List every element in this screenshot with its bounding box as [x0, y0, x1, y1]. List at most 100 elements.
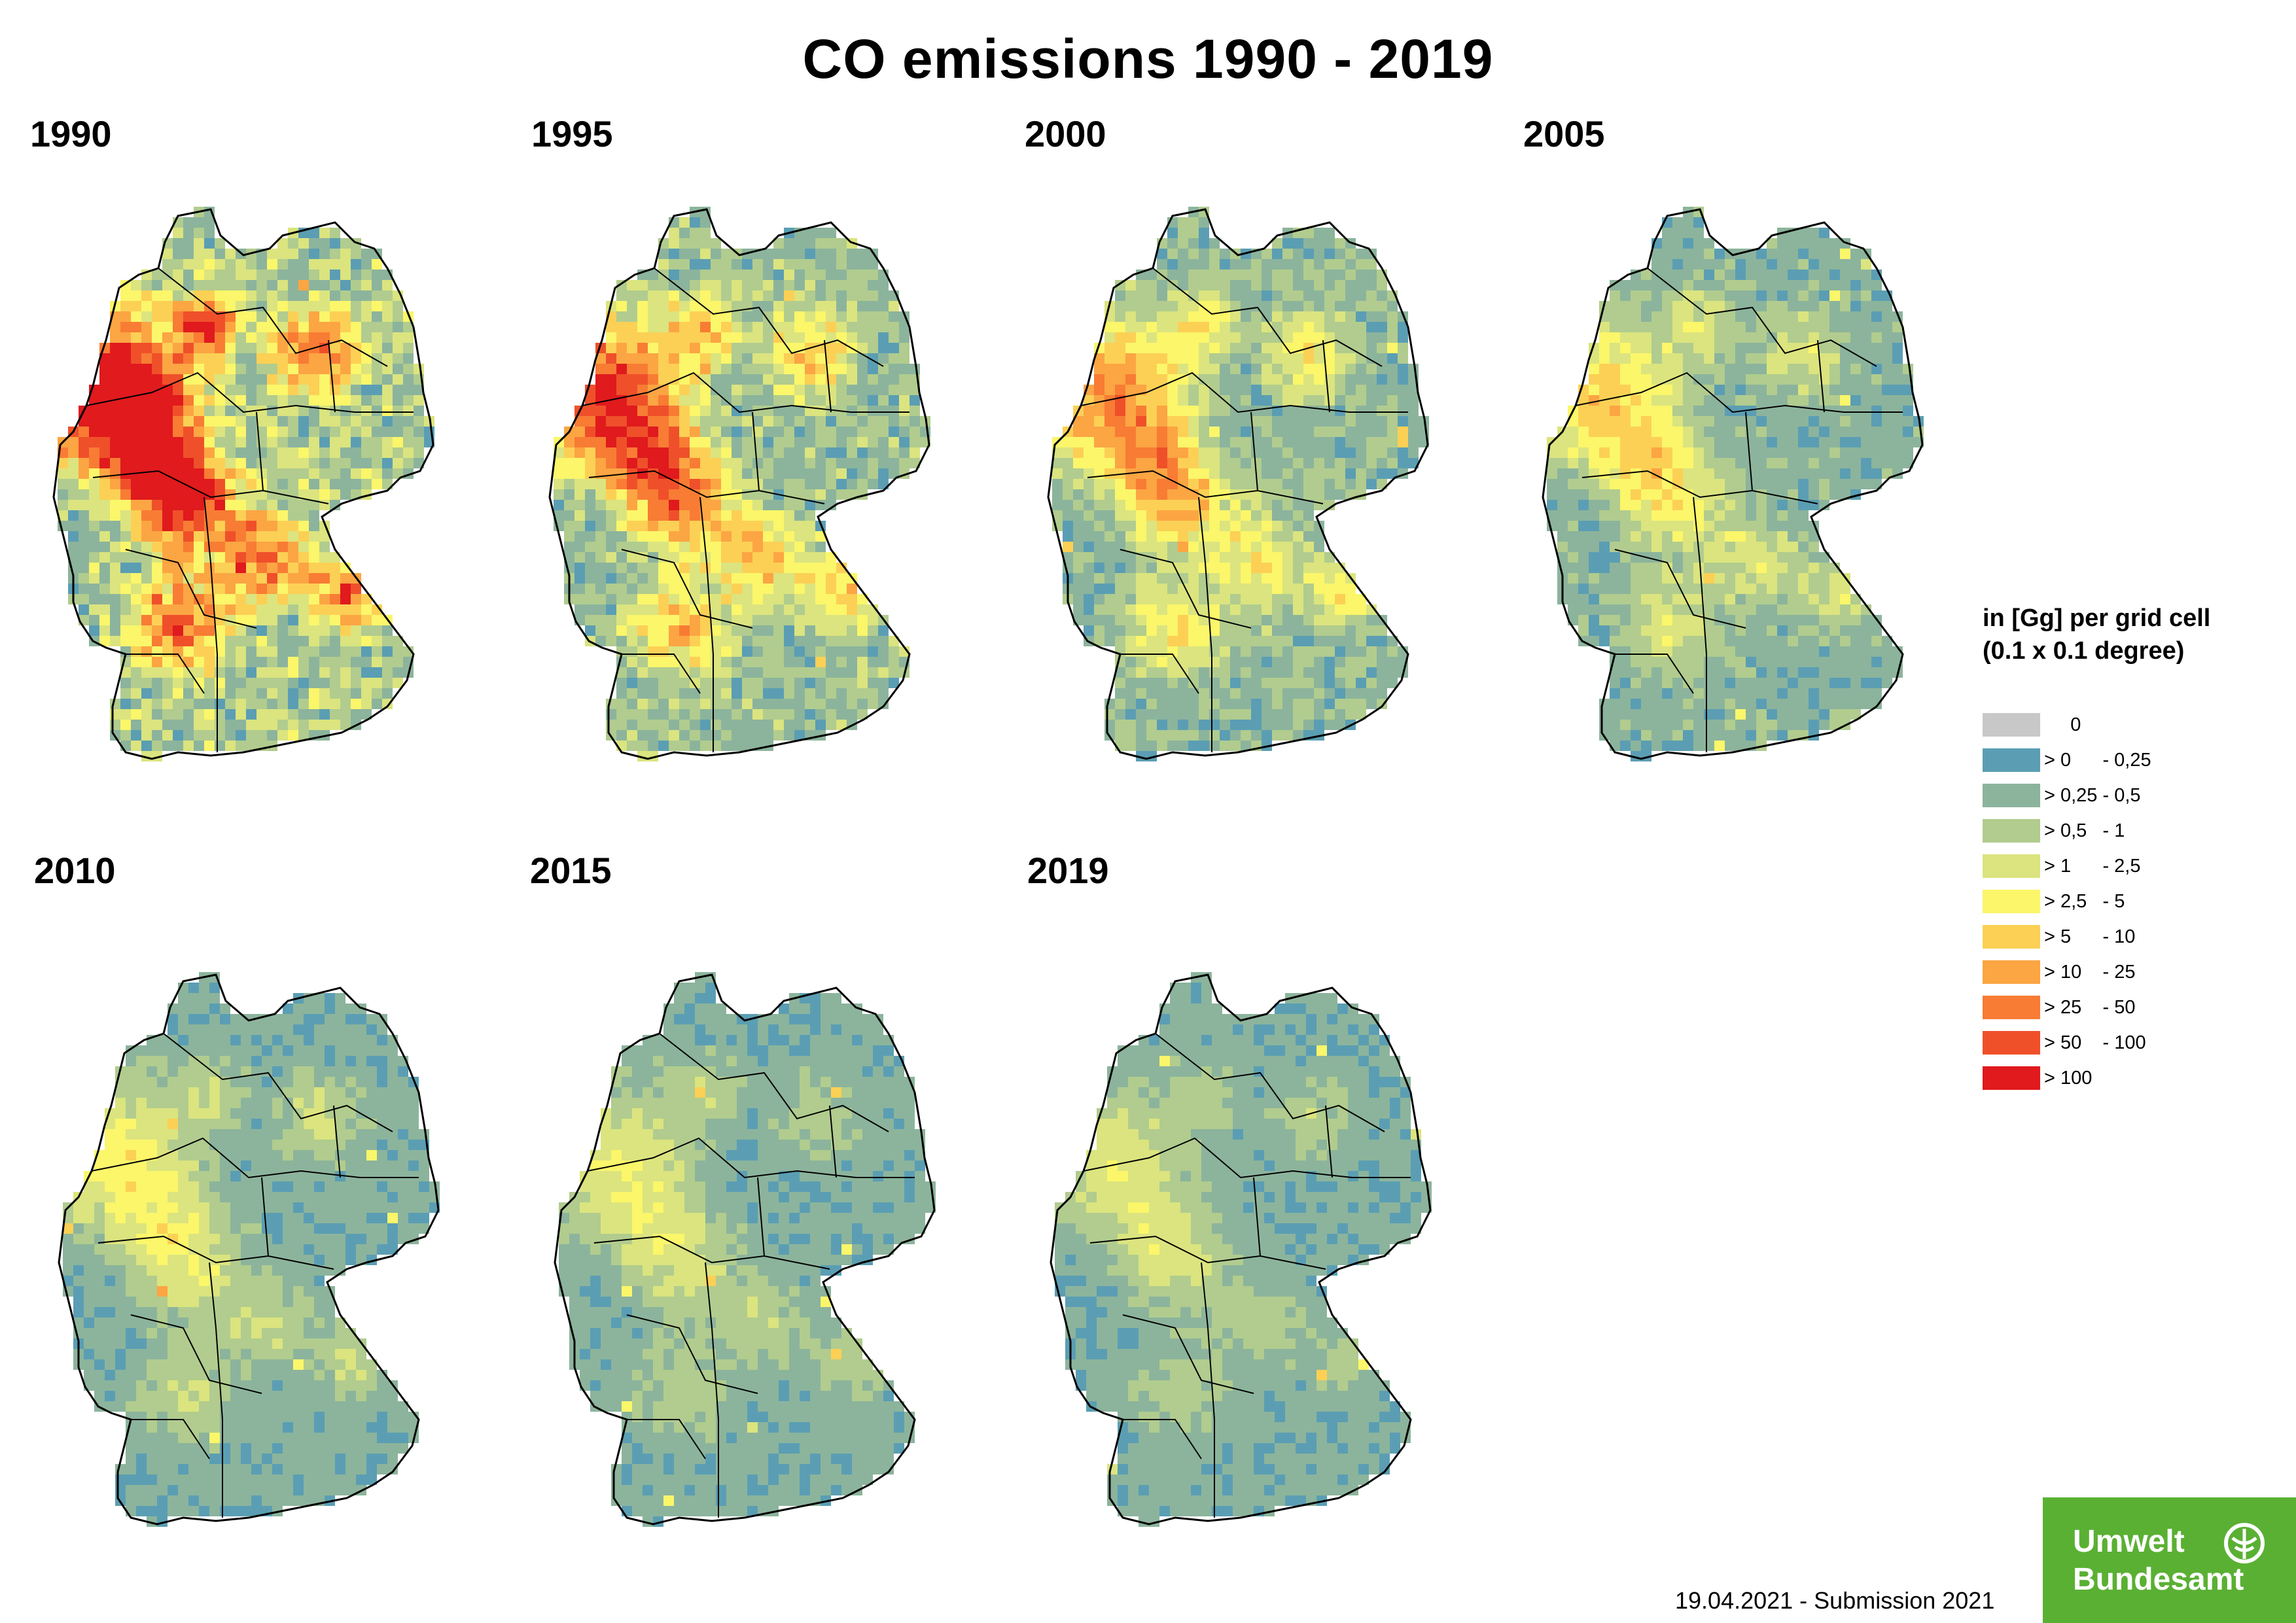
grid-cell [1704, 427, 1714, 437]
grid-cell [1272, 385, 1282, 395]
grid-cell [351, 290, 361, 301]
grid-cell [1366, 332, 1377, 343]
grid-cell [1052, 479, 1063, 489]
grid-cell [637, 301, 648, 311]
grid-cell [1188, 688, 1199, 699]
grid-cell [1282, 311, 1293, 322]
grid-cell [183, 270, 194, 280]
grid-cell [1620, 437, 1631, 447]
grid-cell [1756, 500, 1767, 510]
grid-cell [1314, 259, 1324, 270]
grid-cell [1714, 406, 1725, 416]
grid-cell [1693, 238, 1704, 249]
grid-cell [700, 678, 711, 688]
grid-cell [225, 468, 236, 479]
grid-cell [1819, 238, 1829, 249]
grid-cell [1377, 646, 1387, 657]
grid-cell [721, 542, 732, 552]
grid-cell [1861, 332, 1871, 343]
grid-cell [1230, 510, 1241, 521]
grid-cell [1578, 510, 1589, 521]
grid-cell [1557, 510, 1568, 521]
grid-cell [637, 510, 648, 521]
grid-cell [805, 280, 815, 290]
grid-cell [246, 322, 256, 332]
grid-cell [585, 521, 595, 531]
grid-cell [595, 374, 606, 385]
grid-cell [1136, 332, 1146, 343]
grid-cell [330, 699, 340, 709]
grid-cell [162, 374, 173, 385]
grid-cell [173, 657, 183, 667]
grid-cell [1314, 604, 1324, 615]
grid-cell [1282, 427, 1293, 437]
grid-cell [1356, 667, 1366, 678]
grid-cell [616, 500, 627, 510]
grid-cell [1366, 458, 1377, 468]
grid-cell [1777, 332, 1788, 343]
grid-cell [1230, 563, 1241, 573]
grid-cell [784, 709, 794, 720]
grid-cell [152, 636, 162, 646]
grid-cell [173, 584, 183, 594]
grid-cell [1230, 573, 1241, 584]
grid-cell [721, 709, 732, 720]
grid-cell [1819, 301, 1829, 311]
grid-cell [742, 427, 752, 437]
grid-cell [1335, 584, 1345, 594]
grid-cell [784, 259, 794, 270]
grid-cell [1829, 385, 1840, 395]
grid-cell [732, 353, 742, 364]
grid-cell [1324, 249, 1335, 259]
grid-cell [162, 563, 173, 573]
grid-cell [669, 270, 679, 280]
grid-cell [1262, 594, 1272, 604]
grid-cell [1767, 447, 1777, 458]
grid-cell [215, 552, 225, 563]
grid-cell [711, 699, 721, 709]
grid-cell [1125, 437, 1136, 447]
grid-cell [1262, 332, 1272, 343]
grid-cell [1693, 311, 1704, 322]
grid-cell [330, 311, 340, 322]
grid-cell [1850, 458, 1861, 468]
grid-cell [784, 531, 794, 542]
grid-cell [1610, 332, 1620, 343]
grid-cell [826, 322, 836, 332]
grid-cell [1157, 290, 1167, 301]
grid-cell [330, 657, 340, 667]
grid-cell [194, 280, 204, 290]
grid-cell [711, 667, 721, 678]
grid-cell [1094, 427, 1104, 437]
grid-cell [1136, 699, 1146, 709]
grid-cell [700, 280, 711, 290]
grid-cell [721, 416, 732, 427]
grid-cell [1178, 322, 1188, 332]
grid-cell [1377, 301, 1387, 311]
grid-cell [763, 552, 773, 563]
grid-cell [1241, 709, 1251, 720]
grid-cell [1557, 479, 1568, 489]
grid-cell [298, 479, 309, 489]
grid-cell [658, 500, 669, 510]
grid-cell [742, 364, 752, 374]
grid-cell [1819, 249, 1829, 259]
grid-cell [1146, 479, 1157, 489]
grid-cell [857, 646, 868, 657]
grid-cell [732, 270, 742, 280]
grid-cell [1356, 290, 1366, 301]
grid-cell [89, 479, 99, 489]
grid-cell [1293, 646, 1303, 657]
grid-cell [1704, 301, 1714, 311]
grid-cell [1568, 458, 1578, 468]
grid-cell [1146, 636, 1157, 646]
grid-cell [1314, 479, 1324, 489]
grid-cell [1735, 437, 1746, 447]
grid-cell [1641, 374, 1651, 385]
grid-cell [361, 667, 372, 678]
grid-cell [1282, 489, 1293, 500]
grid-cell [1871, 343, 1882, 353]
grid-cell [836, 584, 847, 594]
grid-cell [554, 510, 564, 521]
grid-cell [1651, 343, 1662, 353]
